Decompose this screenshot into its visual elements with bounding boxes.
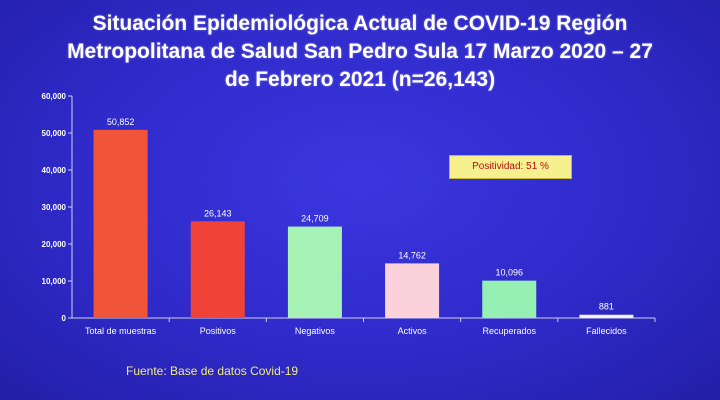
y-tick-label: 30,000 <box>42 203 67 212</box>
y-tick-label: 50,000 <box>42 129 67 138</box>
bar-value-label: 14,762 <box>398 250 426 260</box>
chart-title-line-2: Metropolitana de Salud San Pedro Sula 17… <box>67 40 653 63</box>
bar-value-label: 24,709 <box>301 214 329 224</box>
x-category-label: Fallecidos <box>586 326 627 336</box>
x-category-label: Activos <box>398 326 428 336</box>
x-category-label: Positivos <box>200 326 237 336</box>
y-tick-label: 40,000 <box>42 166 67 175</box>
bar <box>579 314 634 318</box>
chart-title-line-3: de Febrero 2021 (n=26,143) <box>224 68 496 91</box>
positivity-badge: Positividad: 51 % <box>449 155 572 179</box>
bar <box>287 226 342 318</box>
bar <box>93 129 148 318</box>
bar-value-label: 881 <box>599 302 614 312</box>
chart-title-line-1: Situación Epidemiológica Actual de COVID… <box>92 12 628 35</box>
bar <box>190 221 245 318</box>
y-tick-label: 60,000 <box>42 92 67 101</box>
bar-value-label: 10,096 <box>495 268 523 278</box>
chart-title: Situación Epidemiológica Actual de COVID… <box>0 10 720 94</box>
y-tick-label: 10,000 <box>42 277 67 286</box>
x-category-label: Negativos <box>295 326 336 336</box>
bar <box>482 280 537 318</box>
x-category-label: Recuperados <box>482 326 536 336</box>
bar-value-label: 50,852 <box>107 117 135 127</box>
bar <box>385 263 440 318</box>
y-tick-label: 20,000 <box>42 240 67 249</box>
bar-value-label: 26,143 <box>204 208 232 218</box>
y-tick-label: 0 <box>62 314 67 323</box>
x-category-label: Total de muestras <box>85 326 157 336</box>
source-note: Fuente: Base de datos Covid-19 <box>126 364 299 378</box>
